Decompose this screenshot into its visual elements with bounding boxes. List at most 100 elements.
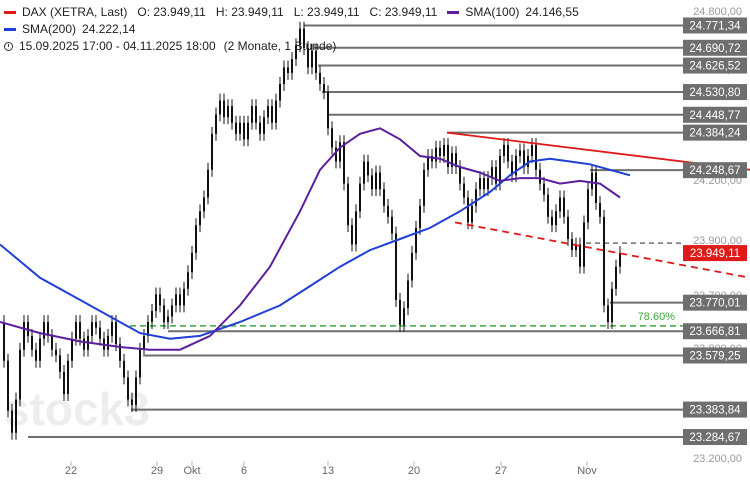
candle-body xyxy=(415,227,417,253)
candle-body xyxy=(207,169,209,198)
level-label: 23.579,25 xyxy=(689,350,740,362)
current-price-box xyxy=(683,245,747,262)
candle-body xyxy=(255,106,257,123)
price-swatch xyxy=(4,11,16,14)
candle-body xyxy=(403,308,405,325)
candle-body xyxy=(43,322,45,339)
candle-body xyxy=(335,147,337,162)
level-label-box xyxy=(683,57,747,74)
candle-body xyxy=(535,144,537,170)
candle-body xyxy=(567,216,569,239)
candle-body xyxy=(123,360,125,378)
candle-body xyxy=(419,205,421,228)
candle-body xyxy=(491,167,493,179)
candle-body xyxy=(395,233,397,300)
moving-averages xyxy=(0,127,631,351)
candle-body xyxy=(451,153,453,168)
sma100-line xyxy=(0,127,621,351)
candle-body xyxy=(503,144,505,156)
candle-body xyxy=(71,338,73,361)
candle-body xyxy=(331,128,333,148)
candle-body xyxy=(275,100,277,123)
candle-body xyxy=(7,360,9,411)
level-label: 24.248,67 xyxy=(689,165,740,177)
level-label: 24.384,24 xyxy=(689,128,741,140)
candle-body xyxy=(475,189,477,206)
level-label-box xyxy=(683,162,747,179)
candle-body xyxy=(531,144,533,156)
candle-body xyxy=(471,205,473,223)
candle-body xyxy=(215,114,217,134)
ohlc-high: H: 23.949,11 xyxy=(215,5,284,19)
candle-body xyxy=(179,294,181,306)
candle-body xyxy=(303,28,305,48)
candle-body xyxy=(47,322,49,336)
candle-body xyxy=(363,161,365,184)
candle-body xyxy=(583,222,585,267)
level-label: 24.626,52 xyxy=(689,61,740,73)
level-label-box xyxy=(683,429,747,446)
candle-body xyxy=(359,183,361,212)
candle-body xyxy=(211,133,213,170)
candle-body xyxy=(619,253,621,267)
current-price-marker: 23.949,11 xyxy=(683,245,747,262)
candle-body xyxy=(323,83,325,93)
candle-body xyxy=(147,322,149,336)
sma100-swatch xyxy=(447,11,460,14)
candle-body xyxy=(399,299,401,325)
candle-body xyxy=(463,183,465,198)
period-range: 15.09.2025 17:00 - 04.11.2025 18:00 xyxy=(19,39,216,53)
candle-body xyxy=(31,335,33,350)
candle-body xyxy=(315,50,317,73)
candle-body xyxy=(115,322,117,345)
candle-body xyxy=(515,155,517,176)
candle-body xyxy=(443,144,445,156)
level-label-box xyxy=(683,17,747,34)
x-tick-label: Okt xyxy=(183,465,200,477)
sma200-label: SMA(200) xyxy=(22,22,77,36)
level-label: 23.284,67 xyxy=(689,432,740,444)
ohlc-open: O: 23.949,11 xyxy=(137,5,206,19)
level-label: 23.770,01 xyxy=(689,298,740,310)
candle-body xyxy=(227,106,229,118)
level-label-box xyxy=(683,323,747,340)
x-tick-label: Nov xyxy=(577,465,597,477)
candle-body xyxy=(371,175,373,190)
candle-body xyxy=(99,327,101,339)
candle-body xyxy=(427,155,429,170)
level-label-box xyxy=(683,106,747,123)
candle-body xyxy=(295,45,297,60)
candle-body xyxy=(51,335,53,350)
sma200-swatch xyxy=(4,28,16,31)
level-label: 24.771,34 xyxy=(689,20,741,32)
candle-body xyxy=(383,189,385,206)
candle-body xyxy=(307,47,309,68)
candle-body xyxy=(183,288,185,306)
x-tick-label: 20 xyxy=(408,465,420,477)
level-label-box xyxy=(683,124,747,141)
candle-body xyxy=(59,355,61,372)
candle-body xyxy=(599,203,601,217)
candle-body xyxy=(587,189,589,223)
period-span: (2 Monate, 1 Stunde) xyxy=(223,39,337,53)
candle-body xyxy=(387,205,389,217)
candle-body xyxy=(495,167,497,184)
level-label-box xyxy=(683,84,747,101)
y-axis-ticks: 24.800,0023.800,0023.200,0024.200,0024.6… xyxy=(693,6,742,465)
candle-body xyxy=(231,106,233,123)
candle-body xyxy=(591,172,593,190)
candle-body xyxy=(423,169,425,206)
y-tick-label: 23.200,00 xyxy=(693,453,742,465)
candle-body xyxy=(91,322,93,336)
level-label: 23.666,81 xyxy=(689,326,740,338)
candle-body xyxy=(519,150,521,156)
candle-body xyxy=(459,167,461,184)
candle-body xyxy=(95,322,97,328)
candle-body xyxy=(279,83,281,101)
candle-body xyxy=(439,147,441,156)
level-label: 24.448,77 xyxy=(689,110,740,122)
candle-body xyxy=(319,72,321,84)
sma200-value: 24.222,14 xyxy=(82,22,136,36)
candle-body xyxy=(579,244,581,267)
